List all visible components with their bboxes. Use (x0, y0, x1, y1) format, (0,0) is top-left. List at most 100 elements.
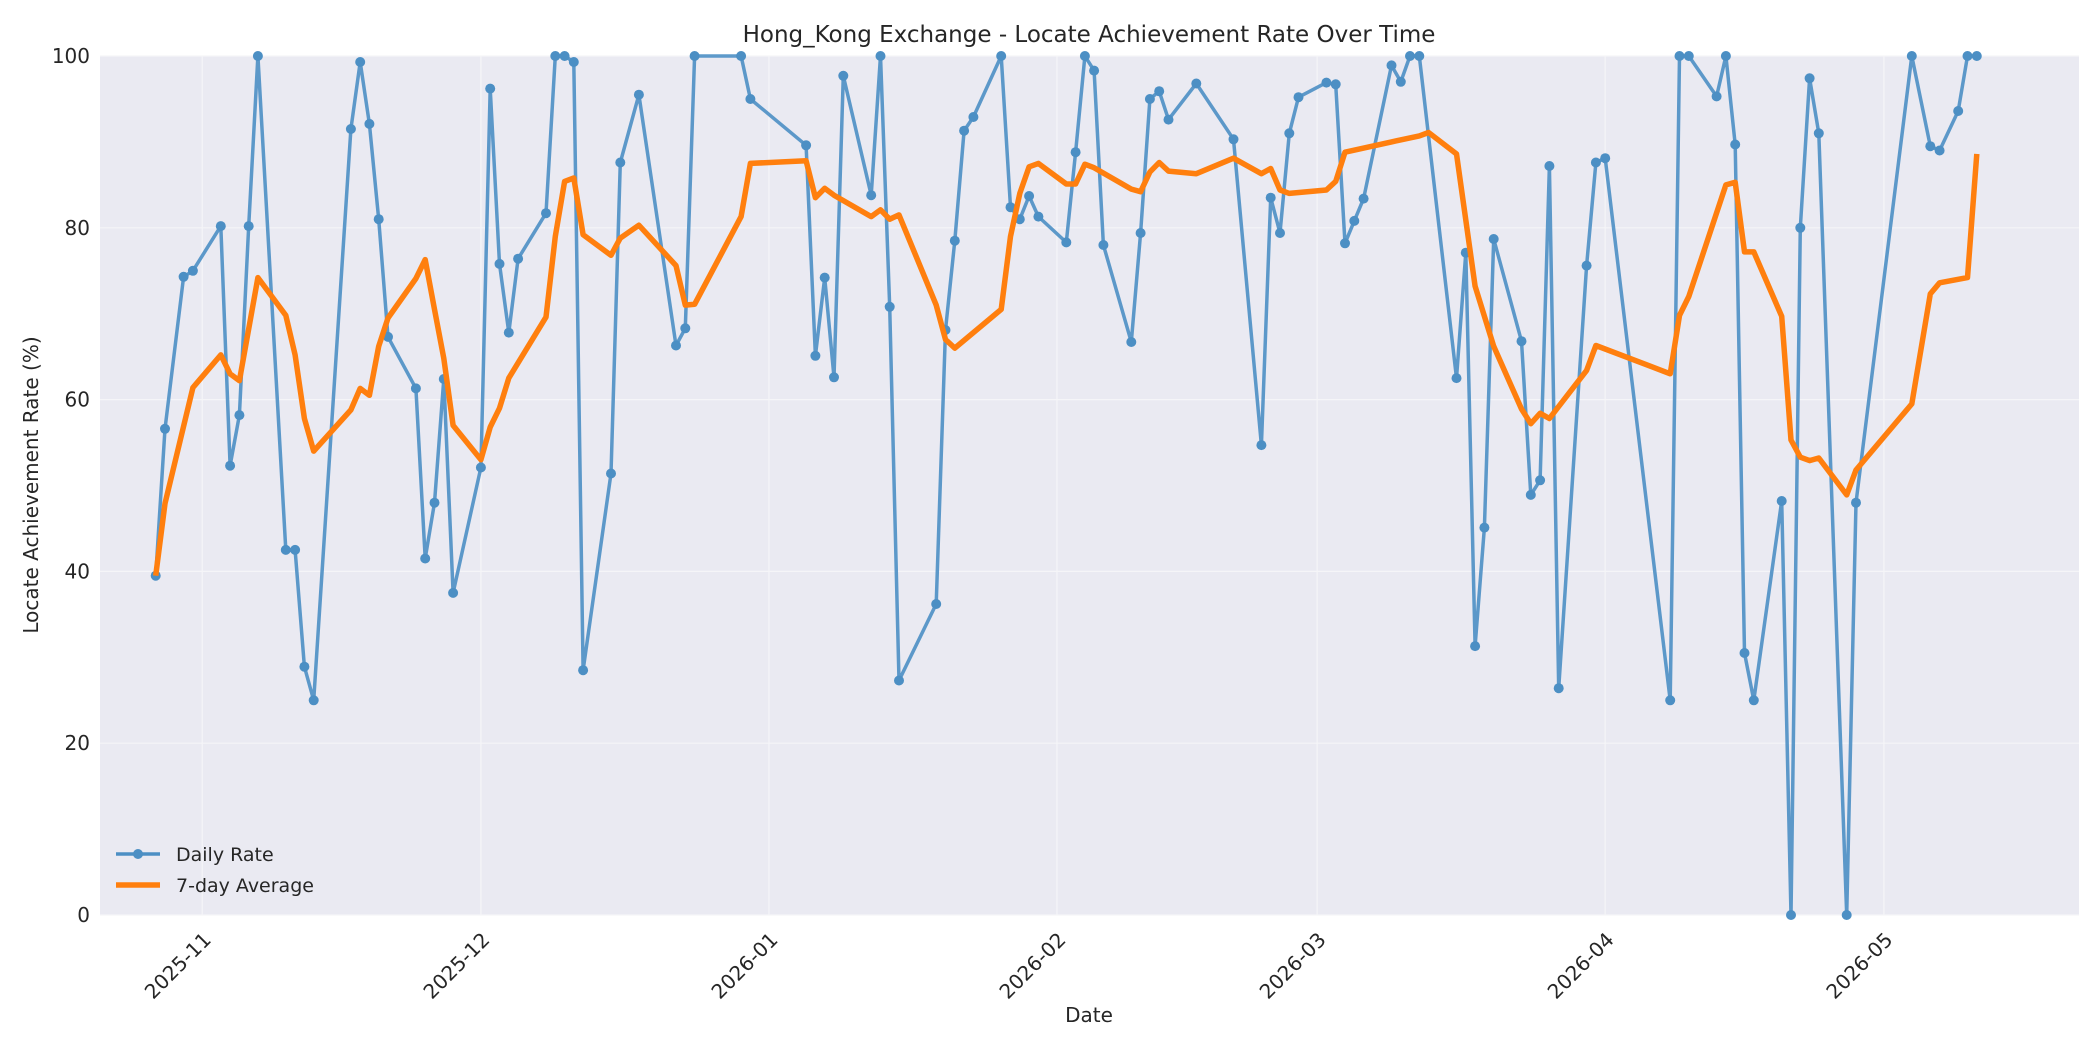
daily-rate-point (1070, 147, 1081, 158)
daily-rate-point (308, 695, 319, 706)
daily-rate-point (1321, 77, 1332, 88)
daily-rate-point (1470, 641, 1481, 652)
daily-rate-point (996, 51, 1007, 61)
daily-rate-point (475, 462, 486, 473)
daily-rate-point (1293, 92, 1304, 103)
daily-rate-point (829, 372, 839, 383)
daily-rate-point (838, 70, 849, 81)
daily-rate-point (1776, 496, 1787, 506)
daily-rate-point (1730, 139, 1741, 150)
daily-rate-point (894, 675, 904, 686)
legend: Daily Rate 7-day Average (116, 844, 314, 897)
daily-rate-point (1525, 489, 1536, 500)
daily-rate-point (494, 258, 505, 269)
legend-label-daily: Daily Rate (176, 844, 274, 866)
daily-rate-point (485, 83, 496, 94)
daily-rate-point (513, 253, 524, 264)
daily-rate-point (1089, 65, 1100, 76)
series-line-7-day-average (152, 129, 1980, 577)
y-axis-ticks: 0 20 40 60 80 100 (52, 44, 90, 927)
daily-rate-point (1841, 910, 1852, 920)
daily-rate-point (541, 208, 551, 219)
daily-rate-point (1386, 60, 1397, 71)
daily-rate-point (1553, 683, 1564, 694)
daily-rate-point (280, 544, 291, 555)
daily-rate-point (290, 544, 301, 555)
daily-rate-point (234, 410, 245, 421)
daily-rate-point (1191, 78, 1202, 89)
daily-rate-point (1925, 141, 1936, 152)
daily-rate-point (215, 221, 226, 232)
legend-daily-marker (133, 849, 143, 859)
daily-rate-point (1906, 51, 1917, 61)
daily-rate-point (1395, 76, 1406, 87)
series-layer (150, 51, 1982, 920)
x-tick-label: 2026-04 (1543, 928, 1619, 1004)
series-line-daily-rate (153, 54, 1977, 917)
daily-rate-point (1163, 114, 1174, 125)
y-tick-label: 100 (52, 44, 90, 68)
plot-background (100, 56, 2079, 915)
daily-rate-point (680, 323, 691, 334)
daily-rate-point (1061, 237, 1072, 248)
y-tick-label: 20 (65, 731, 90, 755)
daily-rate-point (949, 235, 960, 246)
daily-rate-point (671, 340, 681, 351)
daily-rate-point (1953, 106, 1964, 116)
daily-rate-point (1813, 128, 1824, 139)
daily-rate-point (1786, 910, 1796, 920)
daily-rate-point (1405, 51, 1415, 61)
daily-rate-point (606, 468, 616, 479)
daily-rate-point (615, 157, 626, 168)
daily-rate-point (1479, 522, 1490, 533)
daily-rate-point (1590, 157, 1601, 168)
daily-rate-point (410, 383, 421, 394)
daily-rate-point (1135, 228, 1146, 238)
daily-rate-point (345, 124, 356, 134)
daily-rate-point (448, 587, 459, 598)
x-tick-label: 2026-05 (1821, 928, 1897, 1004)
daily-rate-point (1739, 648, 1750, 658)
x-axis-ticks: 2025-11 2025-12 2026-01 2026-02 2026-03 2026-… (140, 928, 1898, 1004)
daily-rate-point (1024, 191, 1035, 201)
daily-rate-point (884, 301, 895, 312)
daily-rate-point (1535, 475, 1546, 486)
daily-rate-point (1275, 228, 1285, 238)
daily-rate-point (1544, 161, 1555, 171)
daily-rate-point (299, 661, 310, 672)
daily-rate-point (931, 599, 942, 609)
daily-rate-point (355, 57, 366, 67)
daily-rate-point (252, 51, 263, 61)
daily-rate-point (1349, 215, 1360, 226)
daily-rate-point (1720, 51, 1731, 61)
daily-rate-point (1711, 91, 1722, 102)
daily-rate-point (1600, 153, 1611, 164)
y-tick-label: 0 (77, 903, 90, 927)
x-tick-label: 2025-11 (140, 928, 216, 1004)
daily-rate-point (801, 140, 812, 151)
daily-rate-point (1488, 234, 1499, 244)
daily-rate-point (550, 51, 561, 61)
daily-rate-point (959, 125, 970, 136)
x-tick-label: 2025-12 (418, 928, 494, 1004)
daily-rate-point (866, 190, 877, 201)
daily-rate-point (1683, 51, 1694, 61)
daily-rate-point (178, 271, 189, 282)
daily-rate-point (160, 423, 170, 434)
daily-rate-point (1516, 336, 1527, 347)
daily-rate-point (225, 460, 236, 471)
daily-rate-point (875, 51, 886, 61)
daily-rate-point (1851, 497, 1861, 508)
daily-rate-point (1330, 79, 1341, 90)
daily-rate-point (1358, 193, 1369, 204)
daily-rate-point (187, 265, 198, 276)
daily-rate-point (1144, 94, 1155, 104)
daily-rate-point (1154, 86, 1165, 97)
daily-rate-point (1414, 51, 1425, 61)
daily-rate-point (1284, 128, 1295, 139)
legend-label-average: 7-day Average (176, 875, 314, 897)
daily-rate-point (745, 94, 756, 104)
daily-rate-point (1098, 240, 1109, 250)
chart-title: Hong_Kong Exchange - Locate Achievement … (743, 22, 1436, 48)
